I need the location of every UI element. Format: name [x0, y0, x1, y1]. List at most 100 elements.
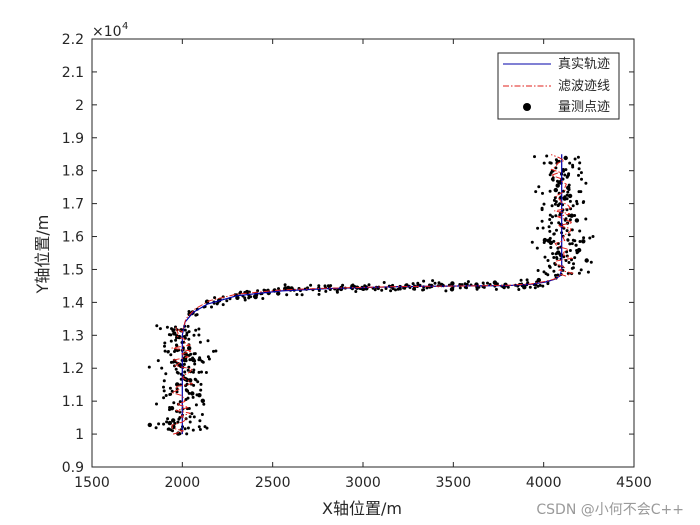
measurement-point: [335, 290, 339, 294]
measurement-point: [155, 324, 159, 328]
measurement-point: [188, 415, 192, 419]
measurement-point: [197, 425, 201, 429]
measurement-point: [187, 346, 192, 351]
measurement-point: [555, 183, 560, 188]
measurement-point: [163, 349, 167, 353]
measurement-point: [565, 193, 569, 197]
measurement-point: [551, 178, 555, 182]
measurement-point: [327, 284, 331, 288]
measurement-point: [578, 161, 582, 165]
measurement-point: [354, 290, 358, 293]
measurement-point: [192, 383, 196, 387]
measurement-point: [158, 327, 162, 331]
measurement-point: [198, 428, 202, 431]
measurement-point: [169, 339, 173, 343]
measurement-point: [536, 284, 540, 288]
measurement-point: [187, 353, 191, 357]
measurement-point: [565, 229, 569, 233]
measurement-point: [544, 272, 548, 276]
y-tick-label: 2.1: [62, 65, 84, 81]
measurement-point: [169, 333, 173, 337]
measurement-point: [212, 349, 215, 353]
measurement-point: [425, 286, 429, 290]
measurement-point: [169, 428, 173, 432]
measurement-point: [571, 266, 575, 270]
measurement-point: [416, 281, 420, 285]
measurement-point: [552, 239, 556, 243]
measurement-point: [586, 270, 590, 274]
measurement-point: [197, 358, 201, 362]
measurement-point: [547, 264, 551, 268]
measurement-point: [155, 402, 158, 406]
measurement-point: [177, 417, 181, 421]
measurement-point: [554, 214, 558, 218]
axis-ticks: 1500 2000 2500 3000 3500 4000 4500 0.9 1 1.1 1.2 1.…: [62, 32, 652, 491]
measurement-point: [172, 331, 177, 336]
measurement-point: [169, 353, 173, 357]
measurement-point: [546, 282, 550, 286]
measurement-point: [444, 289, 448, 293]
measurement-point: [162, 422, 166, 426]
measurement-point: [477, 285, 481, 289]
measurement-point: [207, 357, 211, 361]
y-tick-label: 1.7: [62, 197, 84, 213]
y-tick-label: 1.9: [62, 131, 84, 147]
x-tick-label: 3000: [345, 475, 381, 491]
measurement-point: [183, 328, 187, 332]
measurement-point: [317, 292, 321, 296]
measurement-point: [174, 338, 178, 342]
measurement-point: [183, 427, 187, 431]
measurement-point: [157, 422, 161, 426]
measurement-point: [555, 257, 559, 261]
measurement-point: [198, 340, 202, 344]
measurement-point: [566, 190, 570, 194]
measurement-point: [172, 328, 176, 332]
measurement-point: [528, 285, 532, 289]
plot-series: [147, 154, 595, 436]
measurement-point: [463, 282, 467, 286]
measurement-point: [579, 190, 583, 194]
measurement-point: [584, 258, 589, 263]
measurement-point: [570, 228, 574, 232]
x-tick-label: 1500: [74, 475, 110, 491]
measurement-point: [466, 280, 470, 284]
measurement-point: [277, 287, 280, 291]
measurement-point: [431, 279, 435, 283]
measurement-point: [200, 398, 205, 403]
measurement-point: [584, 181, 588, 185]
x-tick-label: 2000: [165, 475, 201, 491]
measurement-point: [495, 282, 499, 286]
measurement-point: [367, 283, 371, 287]
measurement-point: [552, 232, 556, 236]
measurement-point: [568, 218, 572, 222]
measurement-point: [540, 206, 544, 210]
measurement-point: [567, 233, 571, 237]
y-exponent-base: ×10: [92, 24, 122, 40]
measurement-point: [225, 299, 229, 303]
measurement-point: [566, 238, 570, 242]
measurement-point: [175, 382, 180, 387]
measurement-point: [168, 386, 172, 390]
measurement-point: [572, 262, 575, 266]
measurement-point: [568, 199, 572, 203]
measurement-point: [522, 285, 527, 290]
measurement-point: [574, 218, 580, 223]
measurement-point: [394, 288, 397, 292]
watermark: CSDN @小何不会C++: [536, 502, 684, 518]
y-tick-label: 1.6: [62, 230, 84, 246]
measurement-point: [156, 359, 160, 363]
measurement-point: [384, 287, 388, 290]
measurement-point: [568, 161, 572, 165]
measurement-point: [547, 225, 551, 229]
measurement-point: [172, 401, 176, 405]
measurement-point: [541, 226, 545, 230]
measurement-point: [551, 252, 555, 256]
measurement-point: [190, 391, 195, 396]
measurement-point: [533, 155, 536, 159]
measurement-point: [571, 204, 575, 208]
measurement-point: [373, 288, 377, 292]
measurement-point: [450, 281, 455, 286]
x-tick-label: 2500: [255, 475, 291, 491]
y-tick-label: 1.4: [62, 295, 84, 311]
